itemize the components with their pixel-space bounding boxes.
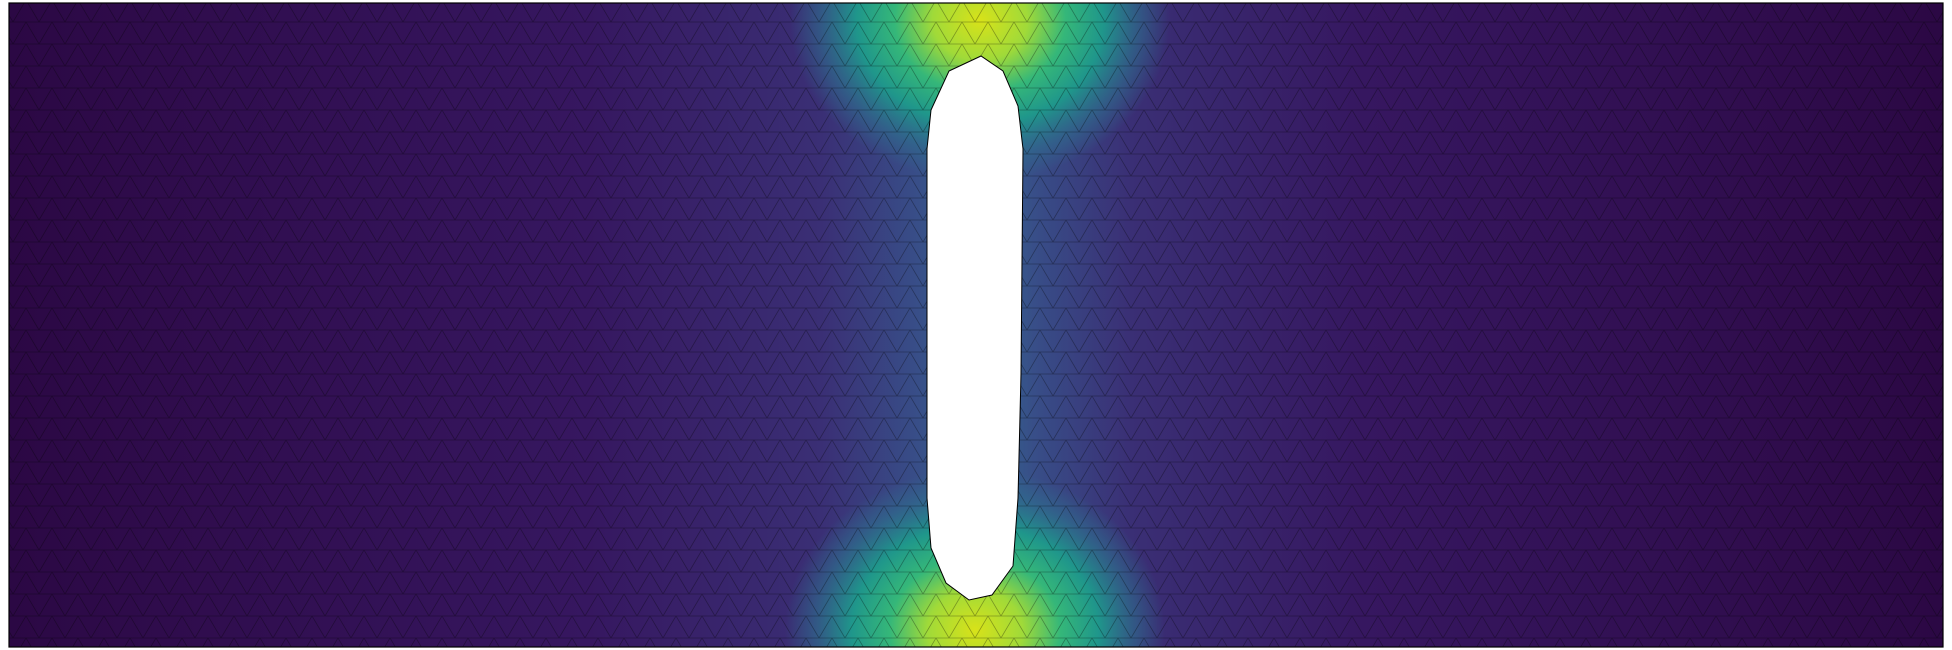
domain-border <box>8 2 1944 648</box>
hole <box>926 55 1024 601</box>
